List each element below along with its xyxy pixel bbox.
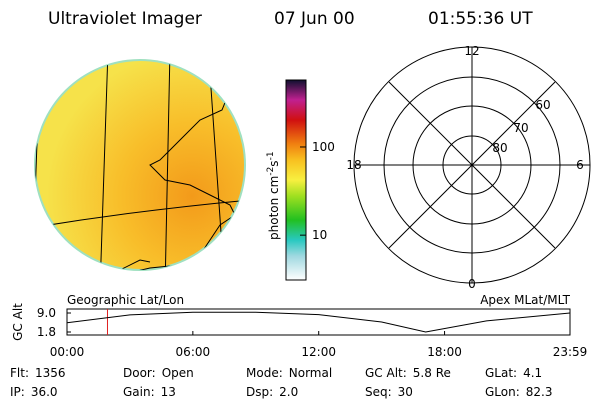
instrument: Ultraviolet Imager [48, 9, 202, 29]
x-tick-label: 00:00 [50, 345, 85, 359]
info-label: Mode: [246, 366, 283, 380]
colorbar-tick-label: 100 [312, 140, 335, 154]
panel-label: Apex MLat/MLT [480, 293, 570, 307]
info-label: Gain: [123, 385, 155, 399]
time: 01:55:36 UT [428, 9, 533, 29]
x-tick-label: 06:00 [176, 345, 211, 359]
info-label: GC Alt: [365, 366, 407, 380]
info-item: Seq: 30 [365, 385, 413, 399]
info-label: Flt: [10, 366, 29, 380]
info-item: GLat: 4.1 [485, 366, 542, 380]
polar-grid [353, 46, 591, 284]
colorbar-tick-label: 10 [312, 228, 327, 242]
altitude-label: GC Alt [11, 303, 25, 341]
mlt-label: 12 [464, 44, 479, 58]
info-value: 4.1 [523, 366, 542, 380]
info-value: 30 [398, 385, 413, 399]
info-item: GLon: 82.3 [485, 385, 552, 399]
y-tick-label: 9.0 [37, 306, 56, 320]
info-label: IP: [10, 385, 25, 399]
lat-label: 80 [492, 141, 507, 155]
info-value: 82.3 [526, 385, 553, 399]
info-label: GLat: [485, 366, 517, 380]
info-value: Open [162, 366, 194, 380]
lat-label: 60 [535, 98, 550, 112]
info-value: 36.0 [31, 385, 58, 399]
lat-label: 70 [513, 121, 528, 135]
info-item: Dsp: 2.0 [246, 385, 298, 399]
info-item: Mode: Normal [246, 366, 332, 380]
info-item: IP: 36.0 [10, 385, 58, 399]
info-value: 13 [161, 385, 176, 399]
info-item: GC Alt: 5.8 Re [365, 366, 451, 380]
info-label: GLon: [485, 385, 520, 399]
y-tick-label: 1.8 [37, 325, 56, 339]
info-label: Dsp: [246, 385, 273, 399]
info-value: 2.0 [279, 385, 298, 399]
x-tick-label: 23:59 [553, 345, 588, 359]
x-tick-label: 12:00 [301, 345, 336, 359]
panel-label: Geographic Lat/Lon [67, 293, 184, 307]
info-label: Door: [123, 366, 156, 380]
info-value: 5.8 Re [413, 366, 451, 380]
info-item: Gain: 13 [123, 385, 176, 399]
info-value: 1356 [35, 366, 66, 380]
mlt-label: 0 [468, 277, 476, 291]
earth-image [34, 59, 246, 271]
info-label: Seq: [365, 385, 392, 399]
colorbar-label: photon cm-2s-1 [266, 151, 281, 240]
date: 07 Jun 00 [274, 9, 355, 29]
altitude-curve [66, 311, 571, 333]
info-item: Door: Open [123, 366, 194, 380]
x-tick-label: 18:00 [427, 345, 462, 359]
colorbar [285, 79, 307, 281]
mlt-label: 6 [576, 158, 584, 172]
mlt-label: 18 [346, 158, 361, 172]
info-item: Flt: 1356 [10, 366, 66, 380]
info-value: Normal [289, 366, 332, 380]
